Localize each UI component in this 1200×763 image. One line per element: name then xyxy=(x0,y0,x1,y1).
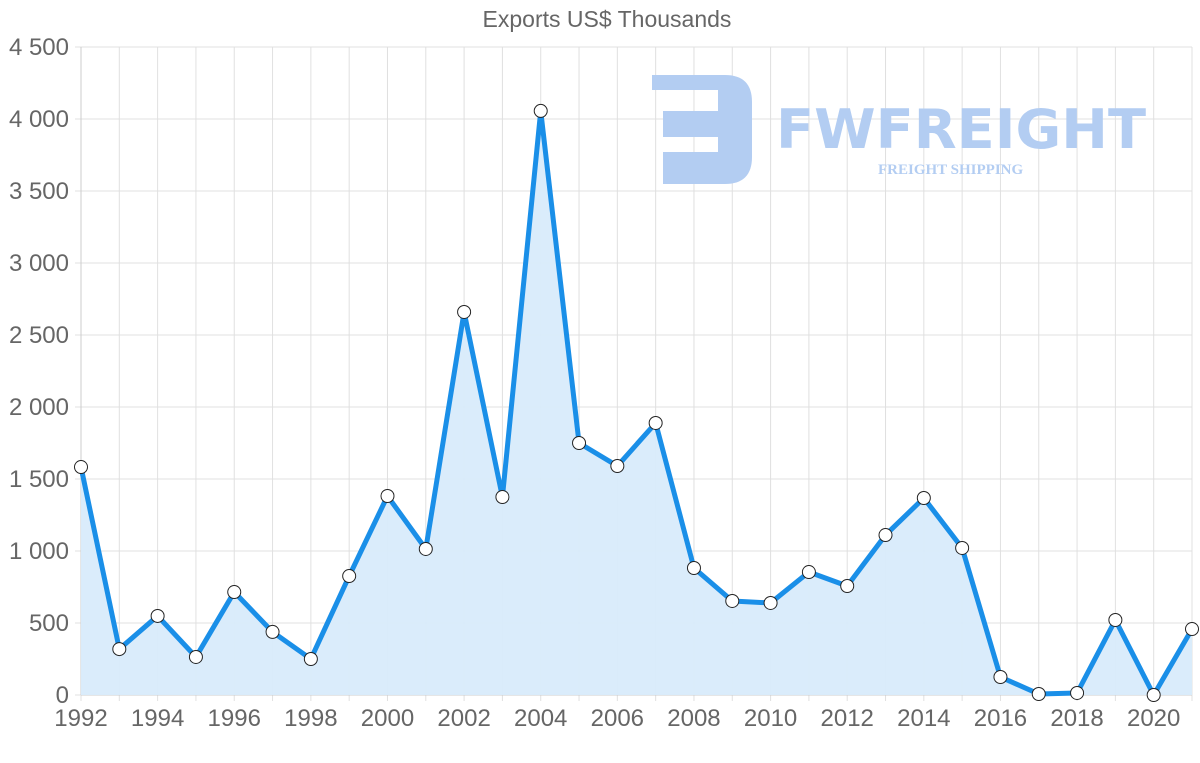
data-point[interactable] xyxy=(74,460,88,475)
y-tick-label: 2 500 xyxy=(9,322,69,349)
data-point[interactable] xyxy=(495,490,510,504)
watermark-brand: FWFREIGHT xyxy=(776,98,1146,161)
y-axis: 0 500 1 000 1 500 2 000 2 500 3 000 3 500 4 000 4… xyxy=(9,34,69,709)
data-point[interactable] xyxy=(993,670,1008,684)
x-tick-label: 2002 xyxy=(437,705,490,732)
data-point[interactable] xyxy=(878,528,893,543)
data-point[interactable] xyxy=(1070,685,1085,700)
x-tick-label: 2004 xyxy=(514,705,567,732)
x-tick-label: 2000 xyxy=(361,705,414,732)
data-point[interactable] xyxy=(380,488,395,503)
x-tick-label: 2014 xyxy=(897,705,950,732)
data-point[interactable] xyxy=(801,565,816,580)
data-point[interactable] xyxy=(610,459,625,474)
data-point[interactable] xyxy=(955,540,970,555)
y-tick-label: 0 xyxy=(56,682,69,709)
y-tick-label: 1 500 xyxy=(9,466,69,493)
data-point[interactable] xyxy=(840,578,855,593)
data-point[interactable] xyxy=(1108,612,1123,627)
x-tick-label: 1998 xyxy=(284,705,337,732)
data-point[interactable] xyxy=(1031,686,1046,701)
data-point[interactable] xyxy=(342,569,357,584)
area-fill xyxy=(81,110,1192,696)
y-tick-label: 4 500 xyxy=(9,34,69,61)
data-point[interactable] xyxy=(572,436,587,450)
x-tick-label: 1992 xyxy=(54,705,107,732)
x-tick-label: 2012 xyxy=(821,705,874,732)
x-tick-label: 2018 xyxy=(1050,705,1103,732)
data-points xyxy=(74,103,1199,702)
data-point[interactable] xyxy=(725,593,740,608)
fwfreight-watermark: FWFREIGHT FREIGHT SHIPPING xyxy=(652,75,1146,184)
data-point[interactable] xyxy=(227,585,242,600)
data-point[interactable] xyxy=(1146,688,1161,702)
chart-title: Exports US$ Thousands xyxy=(482,6,732,32)
data-point[interactable] xyxy=(150,608,165,623)
data-point[interactable] xyxy=(457,304,472,319)
fwfreight-logo-icon xyxy=(652,75,752,184)
x-tick-label: 2006 xyxy=(591,705,644,732)
data-point[interactable] xyxy=(303,652,318,666)
x-tick-label: 2008 xyxy=(667,705,720,732)
data-point[interactable] xyxy=(265,624,280,639)
data-point[interactable] xyxy=(112,642,127,657)
data-point[interactable] xyxy=(418,541,433,556)
data-point[interactable] xyxy=(188,649,203,664)
data-point[interactable] xyxy=(686,560,701,575)
y-tick-label: 3 000 xyxy=(9,250,69,277)
x-tick-label: 2010 xyxy=(744,705,797,732)
data-point[interactable] xyxy=(916,491,931,506)
x-tick-label: 1996 xyxy=(208,705,261,732)
x-tick-label: 2016 xyxy=(974,705,1027,732)
data-point[interactable] xyxy=(763,595,778,610)
x-tick-label: 2020 xyxy=(1127,705,1180,732)
data-point[interactable] xyxy=(1185,622,1199,637)
y-tick-label: 3 500 xyxy=(9,178,69,205)
y-tick-label: 2 000 xyxy=(9,394,69,421)
data-point[interactable] xyxy=(648,415,663,430)
x-tick-label: 1994 xyxy=(131,705,184,732)
y-tick-label: 1 000 xyxy=(9,538,69,565)
data-point[interactable] xyxy=(533,103,548,118)
y-tick-label: 4 000 xyxy=(9,106,69,133)
x-axis: 1992 1994 1996 1998 2000 2002 2004 2006 2008 2010… xyxy=(54,705,1180,732)
watermark-tagline: FREIGHT SHIPPING xyxy=(878,162,1023,178)
y-tick-label: 500 xyxy=(29,610,69,637)
